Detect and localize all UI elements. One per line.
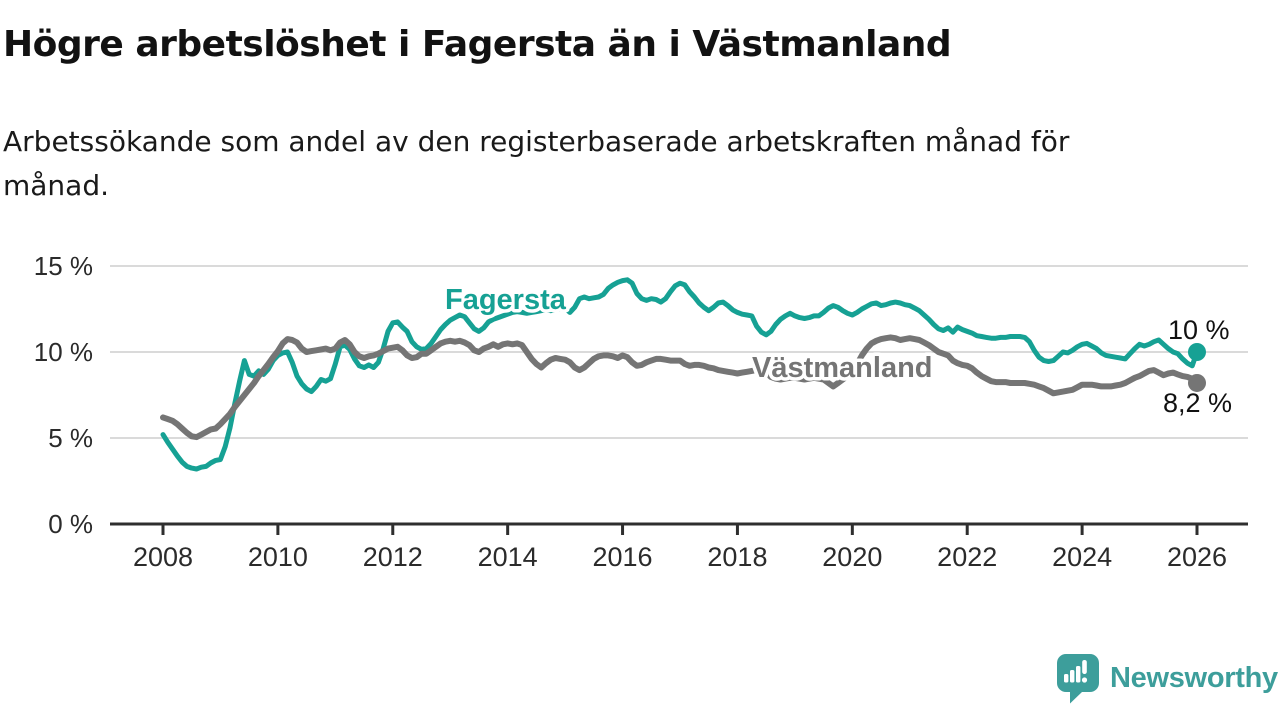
gridlines: 0 % 5 % 10 % 15 % (34, 251, 1248, 539)
end-dots (1187, 343, 1206, 392)
series-labels: Fagersta Västmanland (442, 281, 937, 388)
x-axis-tick-label: 2016 (593, 542, 653, 572)
x-axis-tick-label: 2008 (133, 542, 193, 572)
x-axis-tick-label: 2024 (1052, 542, 1112, 572)
line-vastmanland (160, 334, 1200, 441)
series-lines (160, 277, 1200, 472)
series-label-fagersta: Fagersta (445, 284, 567, 316)
chart-subtitle-line2: månad. (3, 169, 110, 202)
x-axis-tick-label: 2026 (1167, 542, 1227, 572)
chart-subtitle-line1: Arbetssökande som andel av den registerb… (3, 125, 1070, 158)
x-axis-tick-label: 2022 (937, 542, 997, 572)
x-axis-tick-label: 2018 (707, 542, 767, 572)
end-value-label-vastmanland: 8,2 % (1163, 388, 1232, 418)
y-axis-tick-label: 0 % (48, 509, 93, 539)
line-fagersta (160, 277, 1200, 472)
newsworthy-logo: Newsworthy (1056, 652, 1280, 704)
x-axis-tick-label: 2020 (822, 542, 882, 572)
x-axis-tick-label: 2014 (478, 542, 538, 572)
chart-subtitle: Arbetssökande som andel av den registerb… (3, 120, 1213, 208)
y-axis-tick-label: 15 % (34, 251, 93, 281)
newsworthy-logo-icon (1057, 653, 1099, 703)
x-axis-tick-label: 2012 (363, 542, 423, 572)
page-title: Högre arbetslöshet i Fagersta än i Västm… (3, 24, 952, 65)
end-value-label-fagersta: 10 % (1168, 315, 1230, 345)
y-axis-tick-label: 5 % (48, 423, 93, 453)
series-label-vastmanland: Västmanland (752, 352, 933, 384)
x-axis: 2008 2010 2012 2014 2016 2018 2020 2022 2024 2026 (110, 522, 1248, 572)
y-axis-tick-label: 10 % (34, 337, 93, 367)
bar-chart-exclamation-glyph (1064, 659, 1088, 683)
newsworthy-wordmark: Newsworthy (1110, 661, 1278, 694)
end-dot-vastmanland (1187, 373, 1206, 392)
end-value-annotations: 10 % 8,2 % (1163, 315, 1232, 418)
end-dot-fagersta (1187, 343, 1206, 361)
x-axis-tick-label: 2010 (248, 542, 308, 572)
